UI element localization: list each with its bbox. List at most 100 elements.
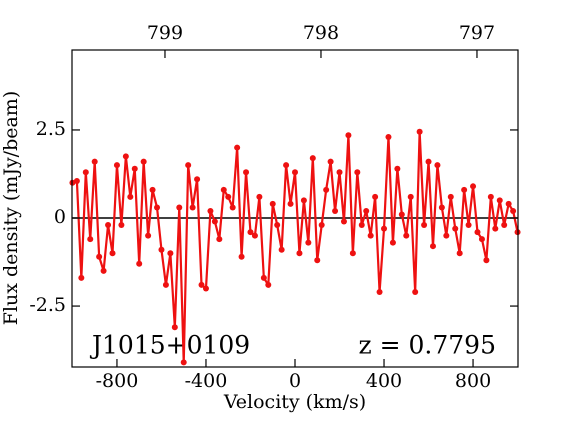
data-point (185, 162, 192, 169)
data-point (510, 207, 517, 214)
data-point (398, 211, 405, 218)
data-point (198, 281, 205, 288)
data-point (300, 197, 307, 204)
data-point (332, 207, 339, 214)
data-point (372, 193, 379, 200)
data-point (96, 253, 103, 260)
data-point (122, 153, 129, 160)
data-point (216, 236, 223, 243)
data-point (189, 204, 196, 211)
data-point (429, 243, 436, 250)
data-point (496, 197, 503, 204)
data-point (251, 232, 258, 239)
data-point (349, 250, 356, 257)
x2-tick-label: 797 (459, 22, 495, 44)
data-point (412, 288, 419, 295)
data-point (376, 288, 383, 295)
x-axis-label: Velocity (km/s) (223, 391, 366, 413)
data-point (389, 239, 396, 246)
data-point (483, 257, 490, 264)
data-point (162, 281, 169, 288)
data-point (220, 186, 227, 193)
y-tick-label: 0 (54, 206, 66, 228)
data-point (461, 186, 468, 193)
data-point (180, 359, 187, 366)
x-tick-label: 0 (289, 370, 301, 392)
data-point (340, 218, 347, 225)
data-point (136, 260, 143, 267)
data-point (127, 193, 134, 200)
data-point (438, 204, 445, 211)
data-point (238, 253, 245, 260)
x2-tick-label: 799 (147, 22, 183, 44)
data-point (243, 169, 250, 176)
data-point (336, 169, 343, 176)
data-point (394, 165, 401, 172)
data-point (278, 246, 285, 253)
data-point (87, 236, 94, 243)
data-point (443, 232, 450, 239)
data-point (470, 183, 477, 190)
data-point (113, 162, 120, 169)
data-point (118, 222, 125, 229)
data-line (72, 131, 519, 363)
data-point (78, 274, 85, 281)
data-point (100, 267, 107, 274)
data-point (465, 222, 472, 229)
data-point (447, 193, 454, 200)
data-point (154, 204, 161, 211)
data-point (425, 158, 432, 165)
data-point (274, 222, 281, 229)
data-point (287, 200, 294, 207)
data-point (283, 162, 290, 169)
x-tick-label: 800 (455, 370, 491, 392)
data-point (492, 225, 499, 232)
data-point (434, 162, 441, 169)
x-tick-label: -400 (185, 370, 228, 392)
data-point (474, 229, 481, 236)
data-point (354, 169, 361, 176)
data-point (229, 204, 236, 211)
data-point (314, 257, 321, 264)
data-point (73, 178, 80, 185)
data-point (487, 193, 494, 200)
plot-frame (71, 49, 519, 368)
data-point (176, 204, 183, 211)
data-point (269, 200, 276, 207)
y-axis-label: Flux density (mJy/beam) (0, 91, 22, 325)
data-point (452, 225, 459, 232)
data-point (345, 132, 352, 139)
data-point (225, 193, 232, 200)
data-point (105, 222, 112, 229)
data-point (505, 200, 512, 207)
data-point (305, 239, 312, 246)
data-point (367, 232, 374, 239)
data-point (323, 186, 330, 193)
data-point (309, 155, 316, 162)
data-point (158, 246, 165, 253)
data-point (456, 250, 463, 257)
data-point (478, 236, 485, 243)
data-point (149, 186, 156, 193)
data-point (260, 274, 267, 281)
data-point (131, 165, 138, 172)
data-point (385, 133, 392, 140)
data-point (407, 193, 414, 200)
data-point (202, 285, 209, 292)
data-point (296, 250, 303, 257)
data-point (363, 207, 370, 214)
data-point (234, 144, 241, 151)
data-point (358, 222, 365, 229)
data-point (256, 193, 263, 200)
data-point (327, 158, 334, 165)
data-point (167, 250, 174, 257)
data-point (403, 232, 410, 239)
data-point (265, 281, 272, 288)
data-point (211, 218, 218, 225)
x-tick-label: 400 (366, 370, 402, 392)
data-point (145, 232, 152, 239)
data-point (501, 222, 508, 229)
x2-tick-label: 798 (303, 22, 339, 44)
data-point (82, 169, 89, 176)
